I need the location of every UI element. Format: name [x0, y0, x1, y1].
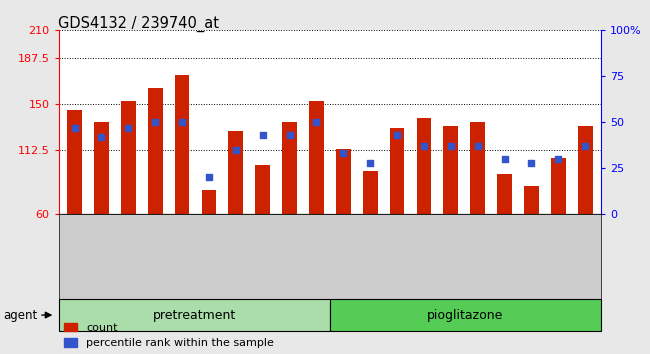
Text: GSM201542: GSM201542	[64, 218, 75, 278]
Bar	[202, 190, 216, 214]
Text: GSM201834: GSM201834	[306, 218, 317, 278]
Text: GSM201840: GSM201840	[467, 218, 478, 278]
Text: pioglitazone: pioglitazone	[427, 309, 504, 321]
Point	[284, 132, 294, 138]
Bar	[389, 128, 404, 214]
Bar	[67, 110, 82, 214]
Text: pretreatment: pretreatment	[153, 309, 236, 321]
Point	[526, 160, 537, 165]
Point	[203, 175, 214, 180]
Point	[150, 119, 161, 125]
Text: GSM201842: GSM201842	[521, 218, 532, 278]
Point	[446, 143, 456, 149]
Text: GSM201843: GSM201843	[548, 218, 558, 278]
Text: GSM201844: GSM201844	[575, 218, 585, 278]
Bar	[497, 174, 512, 214]
Bar	[578, 126, 593, 214]
Bar	[363, 171, 378, 214]
Point	[96, 134, 107, 140]
Bar	[551, 158, 566, 214]
Text: GSM201831: GSM201831	[226, 218, 236, 278]
Text: GSM201545: GSM201545	[145, 218, 155, 278]
Text: GSM201543: GSM201543	[92, 218, 101, 278]
Bar	[175, 75, 190, 214]
Bar	[470, 122, 485, 214]
Bar	[121, 101, 136, 214]
Text: GSM201836: GSM201836	[360, 218, 370, 278]
Text: GDS4132 / 239740_at: GDS4132 / 239740_at	[58, 16, 220, 32]
Bar	[309, 101, 324, 214]
Point	[311, 119, 322, 125]
Bar	[148, 88, 162, 214]
Point	[257, 132, 268, 138]
Point	[499, 156, 510, 162]
Bar	[336, 149, 351, 214]
Point	[123, 125, 133, 131]
Text: agent: agent	[3, 309, 38, 321]
Text: GSM201544: GSM201544	[118, 218, 128, 278]
Point	[419, 143, 429, 149]
Point	[473, 143, 483, 149]
Text: GSM201841: GSM201841	[495, 218, 504, 278]
Text: GSM201835: GSM201835	[333, 218, 343, 278]
Text: GSM201832: GSM201832	[253, 218, 263, 278]
Point	[338, 150, 348, 156]
Point	[365, 160, 376, 165]
Text: GSM201829: GSM201829	[172, 218, 182, 278]
Point	[392, 132, 402, 138]
Bar	[228, 131, 243, 214]
Point	[580, 143, 590, 149]
Bar	[282, 122, 297, 214]
Point	[177, 119, 187, 125]
Bar	[443, 126, 458, 214]
Bar	[524, 186, 539, 214]
Text: GSM201838: GSM201838	[414, 218, 424, 278]
Legend: count, percentile rank within the sample: count, percentile rank within the sample	[64, 322, 274, 348]
Point	[231, 147, 241, 153]
Text: GSM201837: GSM201837	[387, 218, 397, 278]
Bar	[94, 122, 109, 214]
Text: GSM201839: GSM201839	[441, 218, 451, 278]
Point	[70, 125, 80, 131]
Text: GSM201830: GSM201830	[199, 218, 209, 278]
Bar	[255, 165, 270, 214]
Point	[553, 156, 564, 162]
Bar	[417, 119, 432, 214]
Text: GSM201833: GSM201833	[280, 218, 289, 278]
